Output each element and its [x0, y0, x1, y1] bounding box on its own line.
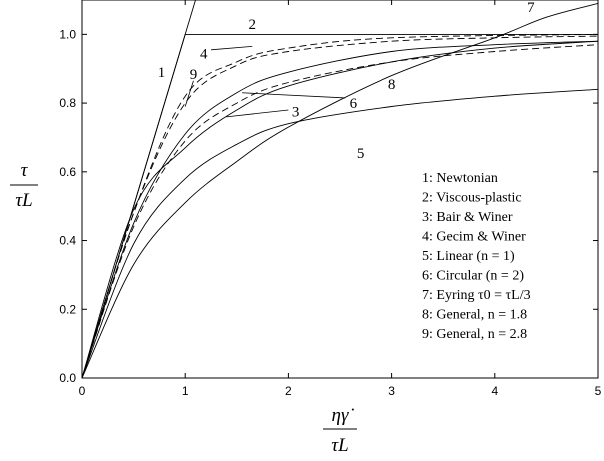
x-axis-label-numerator: ηγ̇: [332, 405, 355, 426]
y-axis-ticks: 0.0 0.2 0.4 0.6 0.8 1.0: [59, 27, 598, 385]
series-5-label: 5: [357, 146, 365, 162]
series-7-label: 7: [527, 0, 535, 16]
series-3-leader: [226, 109, 289, 118]
y-tick-label: 0.0: [59, 371, 76, 385]
series-5-line: [82, 88, 598, 378]
series-8-label: 8: [388, 77, 396, 93]
series-8-line: [82, 44, 598, 378]
series-2-label: 2: [249, 17, 257, 33]
y-tick-label: 0.2: [59, 302, 76, 316]
legend-entry: 1: Newtonian: [422, 171, 498, 186]
legend-entry: 9: General, n = 2.8: [422, 327, 527, 342]
series-9-line: [82, 35, 598, 378]
y-axis-label-numerator: τ: [21, 160, 29, 181]
series-3-line: [82, 40, 598, 378]
x-tick-label: 0: [79, 384, 86, 398]
plot-frame: [81, 0, 599, 379]
x-tick-label: 3: [388, 384, 395, 398]
y-tick-label: 0.4: [59, 234, 76, 248]
x-axis-label: ηγ̇ τL: [323, 405, 357, 456]
x-tick-label: 1: [182, 384, 189, 398]
legend-entry: 6: Circular (n = 2): [422, 269, 524, 284]
curve-labels: 1 2 3 4 5 6 7 8 9: [158, 0, 535, 162]
series-6-leader: [241, 92, 346, 99]
series-9-label: 9: [190, 67, 198, 83]
x-axis-ticks: 0 1 2 3 4 5: [79, 0, 602, 398]
series-4-label: 4: [200, 46, 208, 62]
legend-entry: 8: General, n = 1.8: [422, 308, 527, 323]
series-6-label: 6: [350, 96, 358, 112]
y-tick-label: 1.0: [59, 27, 76, 41]
legend: 1: Newtonian 2: Viscous-plastic 3: Bair & …: [422, 171, 531, 342]
y-axis-label: τ τL: [10, 160, 38, 211]
x-axis-label-denominator: τL: [331, 435, 348, 456]
series-1-label: 1: [158, 65, 166, 81]
series-7-line: [82, 2, 598, 378]
legend-entry: 7: Eyring τ0 = τL/3: [422, 288, 531, 303]
legend-entry: 3: Bair & Winer: [422, 210, 513, 225]
x-tick-label: 4: [491, 384, 498, 398]
curves: [82, 0, 598, 378]
y-tick-label: 0.8: [59, 96, 76, 110]
x-tick-label: 2: [285, 384, 292, 398]
legend-entry: 4: Gecim & Winer: [422, 230, 526, 245]
legend-entry: 2: Viscous-plastic: [422, 191, 522, 206]
series-6-line: [82, 40, 598, 378]
y-tick-label: 0.6: [59, 165, 76, 179]
x-tick-label: 5: [595, 384, 602, 398]
legend-entry: 5: Linear (n = 1): [422, 249, 515, 264]
series-9-leader: [184, 80, 194, 107]
series-4-leader: [210, 45, 253, 51]
y-axis-label-denominator: τL: [15, 190, 32, 211]
series-2-line: [82, 33, 598, 378]
series-3-label: 3: [292, 105, 300, 121]
